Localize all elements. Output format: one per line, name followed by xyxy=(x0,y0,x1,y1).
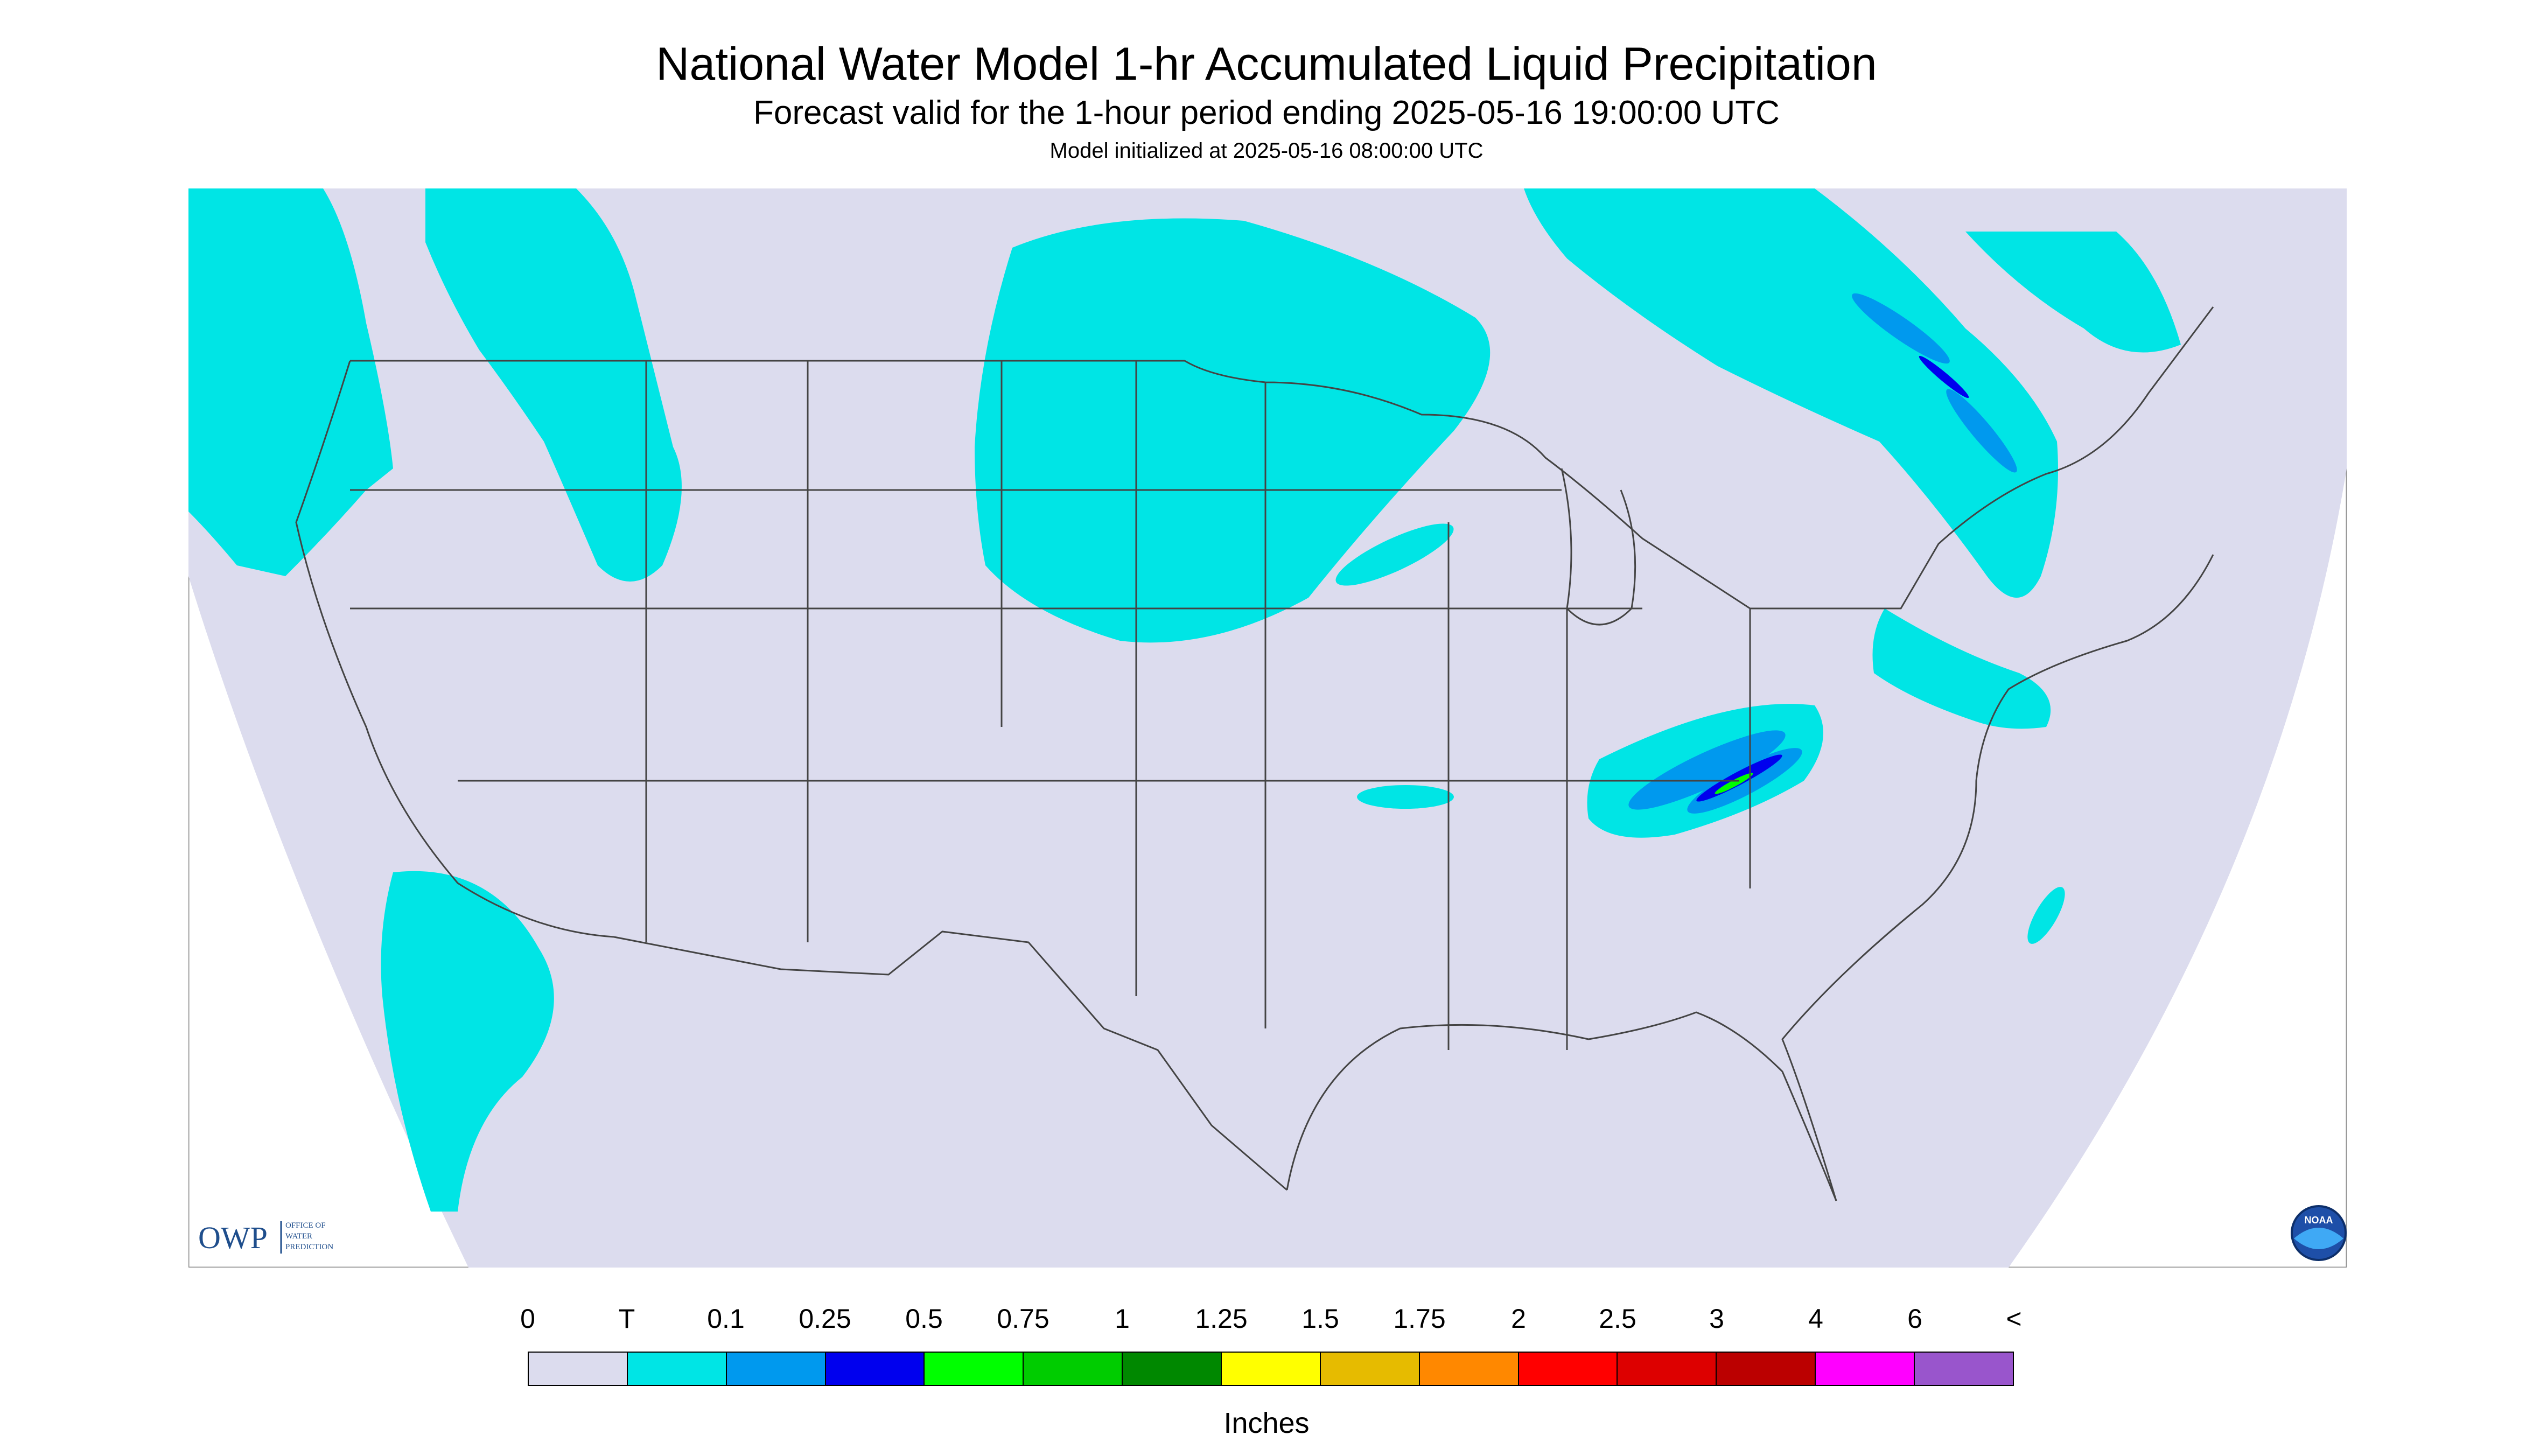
owp-logo-line3: PREDICTION xyxy=(285,1243,333,1251)
precip-light-quebec-2 xyxy=(1946,389,2017,473)
owp-logo-mark: OWP xyxy=(198,1220,268,1255)
legend-label: 1.75 xyxy=(1393,1304,1446,1334)
precip-area-california-coast xyxy=(381,871,554,1212)
forecast-valid-subtitle: Forecast valid for the 1-hour period end… xyxy=(753,94,1780,131)
legend-swatch xyxy=(1618,1353,1717,1385)
noaa-logo: NOAA xyxy=(2291,1205,2347,1261)
precip-light-quebec-1 xyxy=(1852,293,1950,364)
legend-swatch xyxy=(1915,1353,2013,1385)
legend-swatch xyxy=(825,1353,925,1385)
gulf-coast xyxy=(1286,1011,1837,1201)
legend-label: 6 xyxy=(1907,1304,1922,1334)
legend-label: 0.5 xyxy=(905,1304,943,1334)
great-lakes-michigan xyxy=(1561,468,1636,626)
legend-label: 0.25 xyxy=(799,1304,851,1334)
owp-logo-line1: OFFICE OF xyxy=(285,1221,326,1230)
owp-logo-line2: WATER xyxy=(285,1232,312,1241)
map-title: National Water Model 1-hr Accumulated Li… xyxy=(656,38,1877,90)
legend-label: 2 xyxy=(1511,1304,1526,1334)
legend-label: 1 xyxy=(1115,1304,1130,1334)
precip-area-atlantic xyxy=(2027,887,2065,944)
legend-units: Inches xyxy=(1223,1407,1310,1439)
legend-label: 1.5 xyxy=(1302,1304,1339,1334)
legend-label: 0 xyxy=(520,1304,535,1334)
precip-heavy-appalachian xyxy=(1715,773,1753,794)
noaa-logo-mark: NOAA xyxy=(2305,1215,2333,1226)
legend-swatch xyxy=(1320,1353,1420,1385)
precip-area-ontario-quebec xyxy=(1524,188,2058,598)
precip-moderate-quebec xyxy=(1919,355,1969,398)
owp-logo: OWP OFFICE OF WATER PREDICTION xyxy=(198,1220,333,1255)
precip-area-dakotas-minnesota xyxy=(975,218,1491,643)
precip-heavy xyxy=(1715,773,1753,794)
boundaries xyxy=(295,306,2214,1201)
legend-swatch xyxy=(1123,1353,1222,1385)
precip-area-northeast xyxy=(1872,608,2051,729)
model-domain xyxy=(188,188,2347,1268)
precipitation-map: OWP OFFICE OF WATER PREDICTION NOAA xyxy=(188,188,2347,1268)
legend-label: T xyxy=(618,1304,635,1334)
legend-swatch xyxy=(925,1353,1024,1385)
legend-swatch xyxy=(529,1353,628,1385)
pacific-coast xyxy=(295,360,614,938)
legend-label: 0.75 xyxy=(997,1304,1049,1334)
legend-label: 0.1 xyxy=(707,1304,745,1334)
legend-swatch xyxy=(627,1353,727,1385)
precip-area-illinois xyxy=(1335,523,1454,586)
legend-swatch xyxy=(1519,1353,1618,1385)
canada-border xyxy=(350,306,2214,610)
legend-color-bar xyxy=(528,1352,2014,1386)
legend-swatch xyxy=(1717,1353,1816,1385)
legend-label: 4 xyxy=(1808,1304,1823,1334)
legend-swatch xyxy=(1024,1353,1123,1385)
legend-label: 3 xyxy=(1709,1304,1724,1334)
atlantic-coast xyxy=(1781,554,2214,1201)
legend-label: 2.5 xyxy=(1599,1304,1636,1334)
mexico-border xyxy=(613,930,1288,1191)
precip-light-appalachian-1 xyxy=(1628,730,1786,810)
legend-swatch xyxy=(726,1353,826,1385)
legend-swatch xyxy=(1816,1353,1915,1385)
precip-area-northwest xyxy=(188,188,393,576)
legend-label: 1.25 xyxy=(1195,1304,1248,1334)
precip-area-montana xyxy=(425,188,682,582)
model-init-note: Model initialized at 2025-05-16 08:00:00… xyxy=(1049,139,1484,163)
precip-area-upper-right xyxy=(1965,232,2181,353)
legend-labels: 0 T 0.1 0.25 0.5 0.75 1 1.25 1.5 1.75 2 2.5 3 4 6 < xyxy=(0,1303,2533,1341)
legend-label: < xyxy=(2006,1304,2022,1334)
precip-area-kansas xyxy=(1357,785,1454,809)
legend-swatch xyxy=(1419,1353,1519,1385)
legend-swatch xyxy=(1222,1353,1321,1385)
